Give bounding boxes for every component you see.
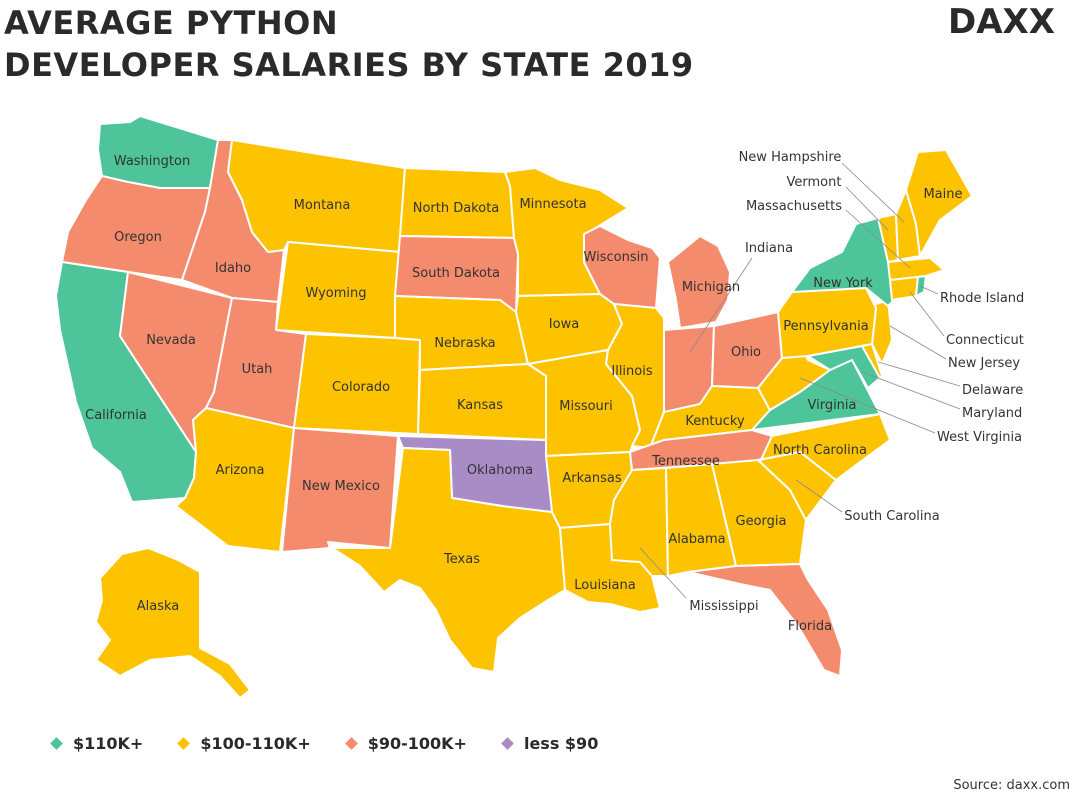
legend-item-100-110k: $100-110K+ (177, 733, 311, 753)
state-label-colorado: Colorado (332, 380, 390, 395)
state-label-florida: Florida (788, 619, 832, 634)
state-shape-arizona (175, 407, 295, 553)
state-label-delaware: Delaware (962, 383, 1023, 398)
state-label-connecticut: Connecticut (946, 333, 1024, 348)
state-label-louisiana: Louisiana (574, 578, 635, 593)
legend-item-110k-plus: $110K+ (50, 733, 144, 753)
state-label-south-dakota: South Dakota (412, 266, 500, 281)
state-label-iowa: Iowa (549, 317, 579, 332)
logo-text: DAXX (948, 2, 1055, 42)
state-label-minnesota: Minnesota (519, 197, 586, 212)
leader-line-mississippi (639, 547, 687, 599)
state-label-maryland: Maryland (962, 406, 1022, 421)
state-label-north-dakota: North Dakota (413, 201, 500, 216)
state-label-washington: Washington (114, 154, 190, 169)
state-label-missouri: Missouri (559, 399, 613, 414)
legend-swatch (177, 736, 191, 750)
state-shape-massachusetts (887, 257, 945, 281)
state-label-wisconsin: Wisconsin (584, 250, 649, 265)
state-label-texas: Texas (443, 552, 480, 567)
leader-line-rhode-island (919, 285, 939, 295)
state-shape-montana (227, 139, 406, 253)
state-label-west-virginia: West Virginia (937, 430, 1022, 445)
state-label-new-hampshire: New Hampshire (739, 150, 842, 165)
state-label-wyoming: Wyoming (305, 286, 366, 301)
state-label-georgia: Georgia (736, 514, 787, 529)
state-label-nebraska: Nebraska (434, 336, 495, 351)
leader-line-new-hampshire (841, 162, 905, 223)
state-label-nevada: Nevada (146, 333, 196, 348)
legend-swatch (50, 736, 63, 750)
state-label-ohio: Ohio (731, 345, 761, 360)
state-label-vermont: Vermont (787, 175, 842, 190)
state-label-massachusetts: Massachusetts (746, 199, 842, 214)
state-label-michigan: Michigan (682, 280, 740, 295)
state-label-maine: Maine (923, 187, 962, 202)
leader-line-indiana (689, 257, 753, 353)
legend-label: $90-100K+ (367, 733, 467, 753)
legend-label: less $90 (523, 733, 599, 753)
state-label-virginia: Virginia (807, 398, 856, 413)
leader-line-maryland (861, 371, 961, 410)
state-shape-michigan (667, 235, 731, 329)
state-shape-alaska (95, 547, 251, 699)
legend-swatch (344, 736, 358, 750)
leader-line-connecticut (909, 291, 945, 337)
state-label-alaska: Alaska (137, 599, 180, 614)
state-shape-rhode-island (915, 275, 927, 297)
state-shape-washington (97, 115, 219, 189)
state-label-oregon: Oregon (114, 230, 162, 245)
daxx-logo: DAXX (948, 2, 1055, 42)
state-label-mississippi: Mississippi (689, 599, 758, 614)
state-label-kansas: Kansas (457, 398, 503, 413)
state-shape-wisconsin (583, 225, 661, 309)
state-shape-illinois (605, 303, 665, 449)
state-label-new-york: New York (813, 276, 873, 291)
state-label-pennsylvania: Pennsylvania (783, 319, 868, 334)
legend-swatch (501, 736, 514, 750)
state-label-new-mexico: New Mexico (302, 479, 380, 494)
state-label-arkansas: Arkansas (562, 471, 621, 486)
state-label-north-carolina: North Carolina (773, 443, 867, 458)
leader-line-delaware (877, 361, 961, 387)
leader-line-west-virginia (799, 377, 936, 434)
legend-item-less-90: less $90 (501, 733, 599, 753)
legend: $110K+ $100-110K+ $90-100K+ less $90 (50, 732, 634, 754)
title-line-1: AVERAGE PYTHON (4, 4, 339, 42)
state-label-tennessee: Tennessee (651, 454, 720, 469)
state-label-montana: Montana (294, 198, 351, 213)
leader-line-vermont (845, 186, 889, 231)
leader-line-new-jersey (889, 325, 947, 360)
state-label-alabama: Alabama (668, 532, 725, 547)
state-label-new-jersey: New Jersey (948, 356, 1020, 371)
state-shape-florida (687, 563, 843, 677)
legend-item-90-100k: $90-100K+ (344, 733, 467, 753)
state-label-california: California (85, 408, 147, 423)
state-label-idaho: Idaho (215, 261, 251, 276)
state-label-utah: Utah (242, 362, 273, 377)
legend-label: $110K+ (73, 733, 144, 753)
state-label-south-carolina: South Carolina (844, 509, 939, 524)
title-line-2: DEVELOPER SALARIES BY STATE 2019 (4, 46, 694, 84)
source-note: Source: daxx.com (953, 778, 1070, 793)
leader-line-massachusetts (845, 209, 911, 269)
state-label-indiana: Indiana (745, 241, 793, 256)
leader-line-south-carolina (795, 479, 843, 513)
state-shape-north-carolina (757, 413, 891, 481)
state-label-arizona: Arizona (216, 463, 265, 478)
state-label-illinois: Illinois (611, 364, 652, 379)
state-label-rhode-island: Rhode Island (940, 291, 1024, 306)
state-shape-texas (331, 447, 566, 673)
legend-label: $100-110K+ (200, 733, 311, 753)
chart-title: AVERAGE PYTHON DEVELOPER SALARIES BY STA… (4, 2, 694, 86)
state-label-oklahoma: Oklahoma (467, 463, 533, 478)
state-label-kentucky: Kentucky (685, 414, 745, 429)
state-shape-maine (905, 149, 973, 257)
